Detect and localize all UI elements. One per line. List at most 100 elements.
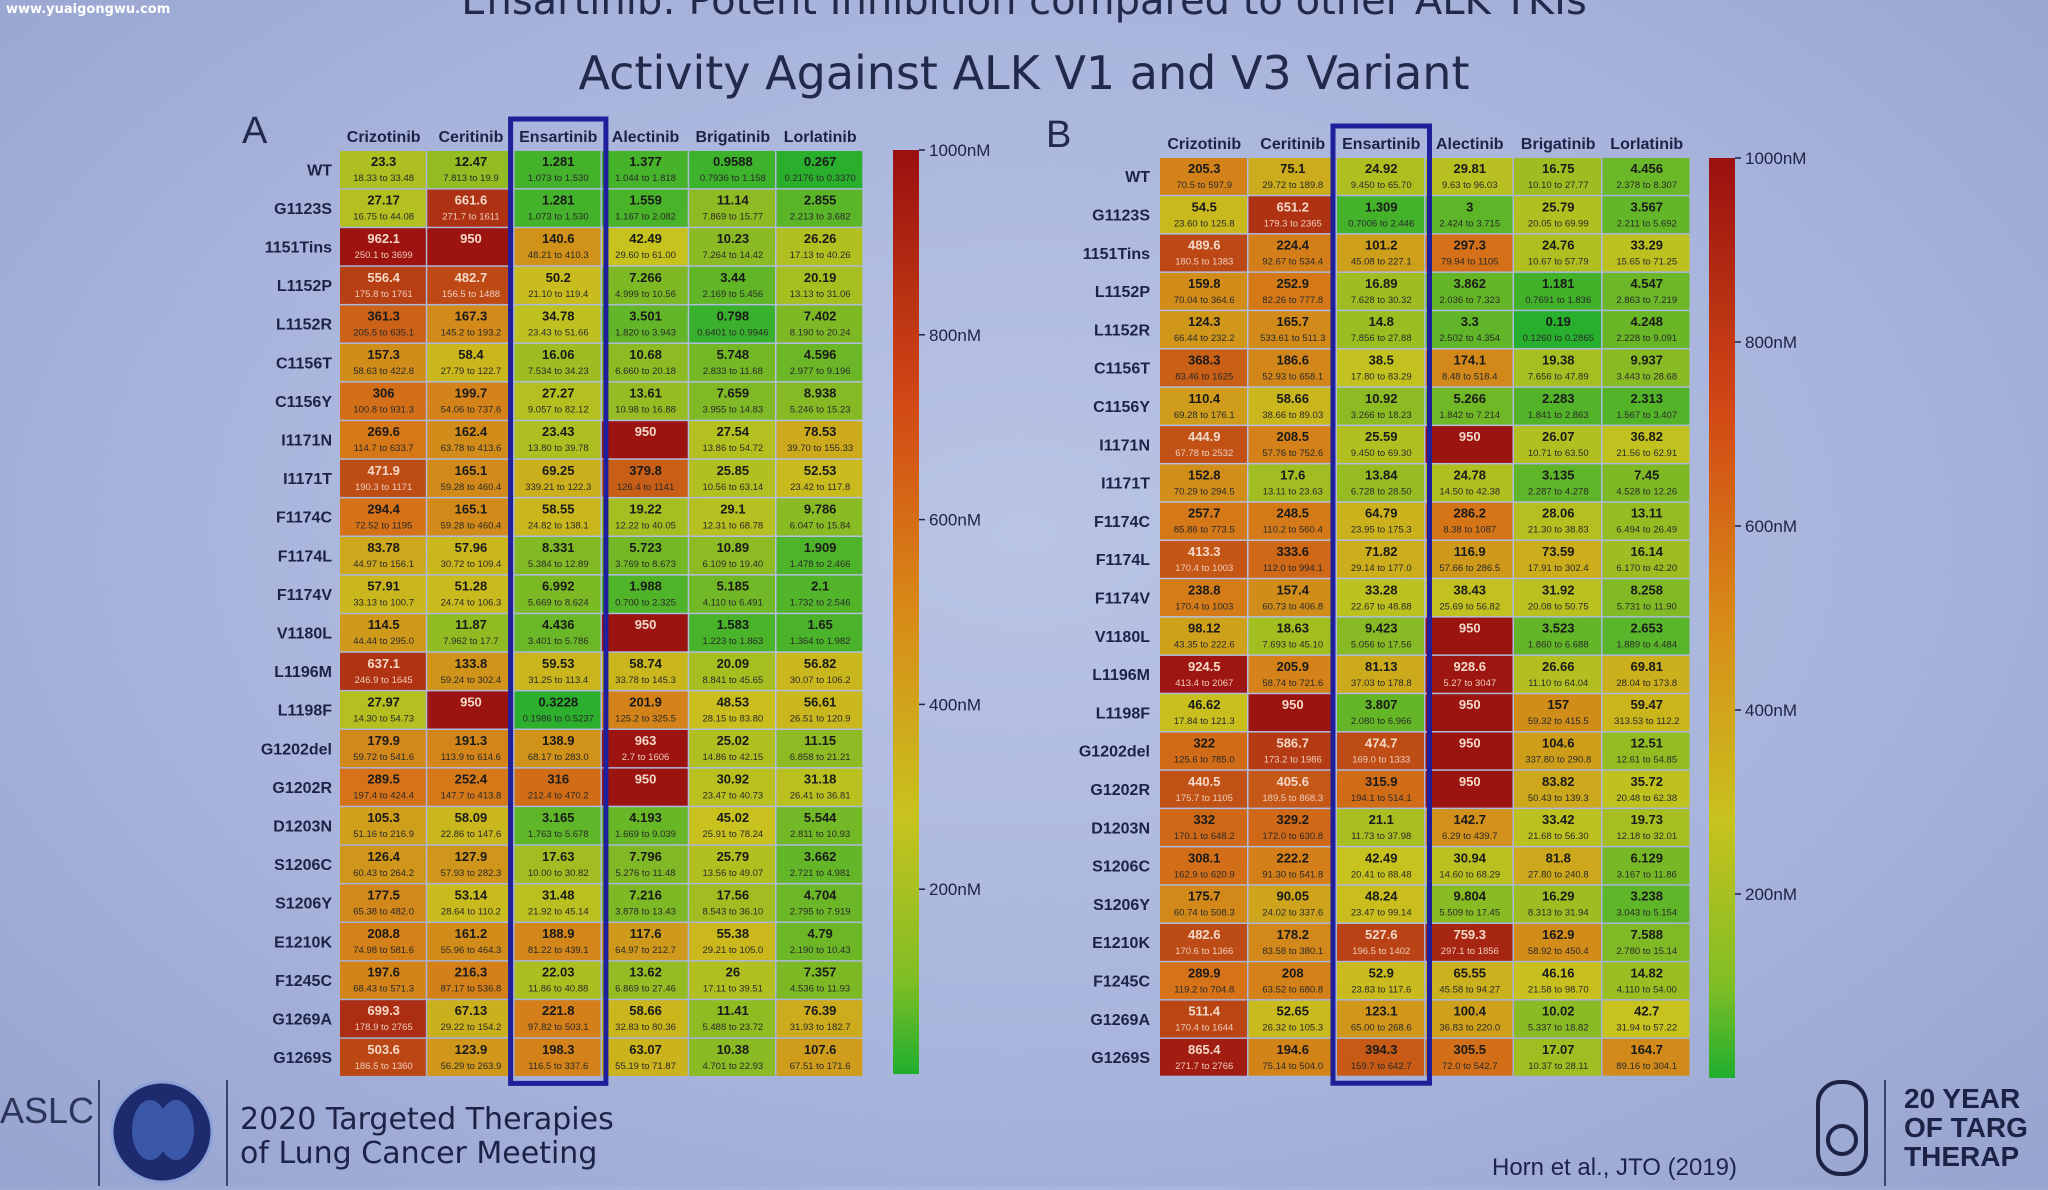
heatmap-cell-ci: 59.24 to 302.4: [441, 675, 502, 686]
heatmap-cell-value: 42.49: [629, 231, 662, 246]
heatmap-cell: [1160, 770, 1247, 808]
heatmap-cell-ci: 2.036 to 7.323: [1439, 295, 1500, 306]
heatmap-cell-ci: 126.4 to 1141: [617, 482, 674, 493]
heatmap-cell-value: 21.1: [1369, 812, 1394, 827]
heatmap-cell-value: 12.47: [455, 154, 488, 169]
heatmap-cell-ci: 271.7 to 1611: [442, 212, 499, 223]
heatmap-cell-value: 224.4: [1276, 238, 1309, 253]
row-label-l1152r: L1152R: [1094, 322, 1150, 339]
heatmap-cell: [1160, 847, 1247, 885]
heatmap-cell-value: 950: [1459, 429, 1481, 444]
lung-globe-logo: [110, 1080, 214, 1184]
heatmap-cell-ci: 0.1986 to 0.5237: [523, 713, 594, 724]
heatmap-cell: [1425, 617, 1513, 655]
heatmap-cell: [514, 305, 601, 343]
heatmap-cell-ci: 56.29 to 263.9: [441, 1061, 502, 1072]
heatmap-cell-value: 1.65: [807, 617, 832, 632]
heatmap-cell-ci: 65.00 to 268.6: [1351, 1023, 1412, 1034]
heatmap-cell-ci: 6.728 to 28.50: [1351, 486, 1412, 497]
heatmap-cell-value: 127.9: [455, 849, 488, 864]
heatmap-cell-value: 25.59: [1365, 429, 1398, 444]
row-label-g1202del: G1202del: [261, 741, 332, 758]
heatmap-cell-value: 33.28: [1365, 582, 1398, 597]
heatmap-cell: [1248, 272, 1336, 310]
heatmap-cell-value: 157: [1547, 697, 1569, 712]
heatmap-cell-value: 104.6: [1542, 736, 1575, 751]
heatmap-cell-value: 54.5: [1192, 199, 1217, 214]
heatmap-cell: [689, 730, 775, 768]
heatmap-cell-value: 10.02: [1542, 1004, 1575, 1019]
heatmap-cell-ci: 12.31 to 68.78: [702, 520, 763, 531]
ensartinib-highlight-box: [1330, 123, 1432, 1086]
heatmap-cell: [1160, 426, 1247, 463]
heatmap-cell-ci: 23.42 to 117.8: [790, 482, 850, 493]
heatmap-cell-ci: 28.15 to 83.80: [702, 713, 763, 724]
heatmap-cell-ci: 28.64 to 110.2: [441, 906, 501, 917]
heatmap-cell-value: 142.7: [1453, 812, 1486, 827]
row-label-l1152p: L1152P: [1095, 284, 1150, 301]
heatmap-cell-ci: 297.1 to 1856: [1441, 946, 1499, 957]
heatmap-cell-value: 26: [726, 965, 740, 980]
heatmap-cell-ci: 58.92 to 450.4: [1528, 946, 1589, 957]
heatmap-cell: [1602, 1038, 1690, 1076]
heatmap-cell-value: 13.84: [1365, 467, 1398, 482]
heatmap-cell-value: 440.5: [1188, 774, 1221, 789]
heatmap-cell-value: 305.5: [1453, 1042, 1486, 1057]
anniversary-line1: 20 YEAR: [1904, 1083, 2021, 1114]
heatmap-cell: [1337, 617, 1424, 655]
heatmap-cell: [514, 228, 601, 266]
heatmap-cell-ci: 156.5 to 1488: [442, 289, 500, 300]
heatmap-cell: [1160, 809, 1247, 846]
slide-title: Ensartinib: Potent Inhibition compared t…: [461, 0, 1587, 24]
heatmap-cell-ci: 69.28 to 176.1: [1174, 410, 1235, 421]
column-header-ceritinib: Ceritinib: [1260, 136, 1325, 153]
heatmap-cell: [1602, 541, 1690, 578]
heatmap-cell-value: 297.3: [1453, 238, 1486, 253]
heatmap-cell: [427, 266, 514, 304]
heatmap-cell-ci: 22.86 to 147.6: [441, 829, 502, 840]
heatmap-cell: [601, 768, 688, 806]
heatmap-cell-value: 83.82: [1542, 774, 1575, 789]
heatmap-cell-ci: 5.731 to 11.90: [1617, 601, 1677, 612]
heatmap-cell: [1337, 349, 1424, 387]
heatmap-cell: [1514, 617, 1601, 655]
heatmap-cell-ci: 29.72 to 189.8: [1262, 180, 1323, 191]
heatmap-cell-value: 57.91: [367, 579, 400, 594]
row-label-l1152r: L1152R: [276, 317, 332, 334]
heatmap-cell-ci: 29.14 to 177.0: [1351, 563, 1412, 574]
heatmap-cell-value: 16.14: [1630, 544, 1663, 559]
heatmap-cell-ci: 6.109 to 19.40: [702, 559, 763, 570]
heatmap-cell-ci: 11.73 to 37.98: [1351, 831, 1411, 842]
heatmap-cell-ci: 27.79 to 122.7: [441, 366, 502, 377]
heatmap-cell: [601, 344, 688, 382]
heatmap-cell: [340, 768, 426, 806]
heatmap-cell-ci: 51.16 to 216.9: [353, 829, 414, 840]
heatmap-cell-value: 194.6: [1276, 1042, 1309, 1057]
heatmap-cell-value: 31.92: [1542, 582, 1575, 597]
heatmap-cell-ci: 70.04 to 364.6: [1174, 295, 1235, 306]
heatmap-cell: [1602, 311, 1690, 348]
row-label-g1269s: G1269S: [273, 1050, 332, 1067]
heatmap-cell: [776, 421, 863, 459]
heatmap-cell-ci: 20.48 to 62.38: [1616, 793, 1677, 804]
heatmap-cell: [427, 382, 514, 420]
heatmap-cell: [514, 1038, 601, 1076]
row-label-g1269a: G1269A: [1090, 1012, 1150, 1029]
heatmap-cell: [427, 228, 514, 266]
heatmap-cell-ci: 2.228 to 9.091: [1616, 333, 1677, 344]
heatmap-cell: [689, 614, 775, 652]
heatmap-cell: [427, 884, 514, 922]
heatmap-cell-value: 5.185: [717, 579, 750, 594]
heatmap-cell-value: 22.03: [542, 965, 575, 980]
heatmap-cell-ci: 1.044 to 1.818: [615, 173, 676, 184]
heatmap-cell: [1602, 809, 1690, 846]
heatmap-cell: [1248, 234, 1336, 272]
heatmap-cell: [1337, 196, 1424, 234]
panel-b-letter: B: [1046, 114, 1072, 156]
heatmap-cell-ci: 87.17 to 536.8: [441, 984, 502, 995]
heatmap-cell-value: 175.7: [1188, 889, 1221, 904]
row-label-i1171t: I1171T: [1101, 476, 1150, 493]
slide-subtitle: Activity Against ALK V1 and V3 Variant: [578, 46, 1470, 100]
heatmap-cell: [776, 768, 863, 806]
heatmap-cell-ci: 0.700 to 2.325: [615, 598, 676, 609]
